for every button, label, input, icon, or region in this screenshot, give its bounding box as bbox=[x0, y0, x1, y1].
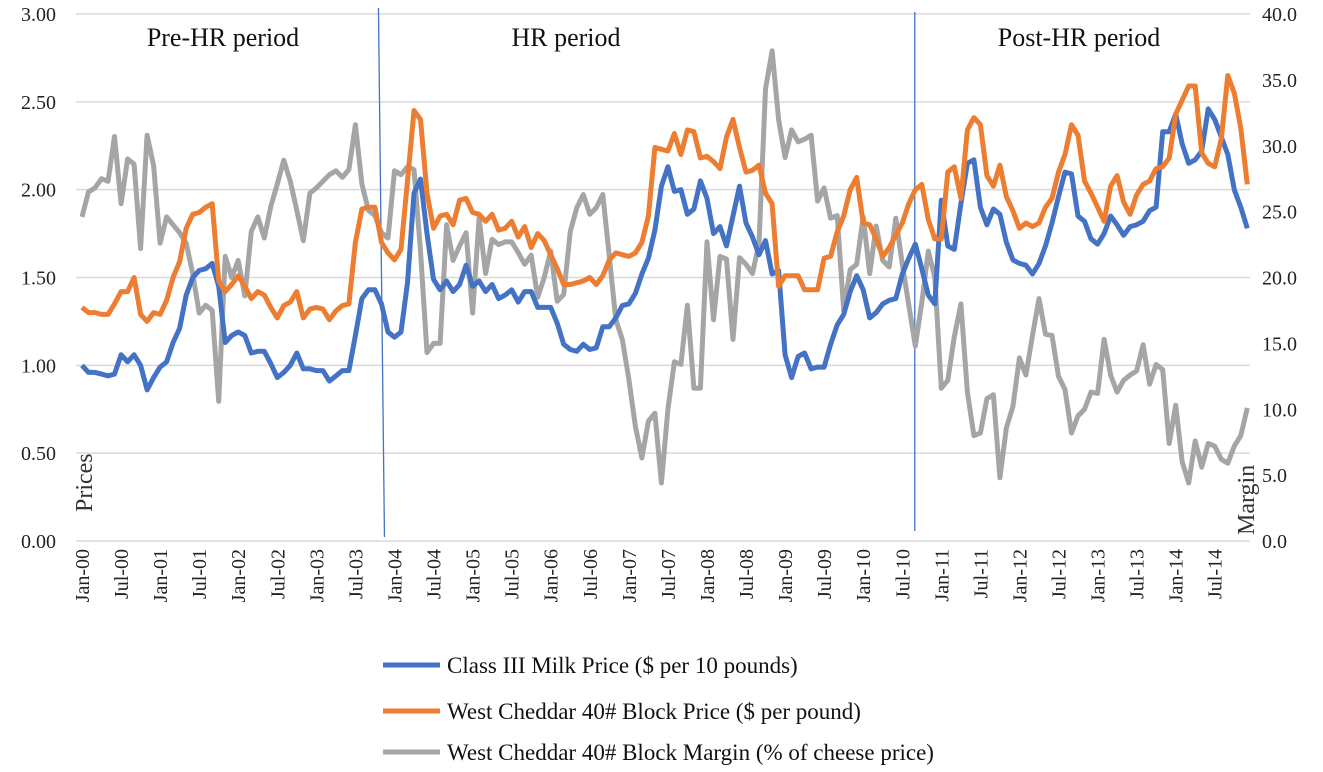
y-tick-label: 1.50 bbox=[21, 268, 56, 290]
y-tick-label: 0.50 bbox=[21, 443, 56, 465]
x-tick-label: Jul-03 bbox=[345, 549, 367, 599]
y-tick-label: 1.00 bbox=[21, 355, 56, 377]
legend: Class III Milk Price ($ per 10 pounds) We… bbox=[383, 653, 934, 765]
x-axis-ticks: Jan-00 Jul-00 Jan-01 Jul-01 Jan-02 Jul-02 Jan-… bbox=[72, 549, 1227, 602]
legend-label: Class III Milk Price ($ per 10 pounds) bbox=[447, 653, 798, 678]
y2-tick-label: 5.0 bbox=[1262, 465, 1287, 487]
x-tick-label: Jul-10 bbox=[892, 549, 914, 599]
left-axis-title: Prices bbox=[72, 453, 98, 512]
period-label: Post-HR period bbox=[998, 23, 1161, 52]
x-tick-label: Jan-07 bbox=[619, 549, 641, 602]
x-tick-label: Jul-11 bbox=[970, 549, 992, 598]
right-axis-ticks: 0.0 5.0 10.0 15.0 20.0 25.0 30.0 35.0 40.0 bbox=[1262, 4, 1297, 553]
x-tick-label: Jan-13 bbox=[1088, 549, 1110, 602]
y2-tick-label: 20.0 bbox=[1262, 268, 1297, 290]
x-tick-label: Jan-05 bbox=[463, 549, 485, 602]
period-label: Pre-HR period bbox=[147, 23, 299, 52]
y2-tick-label: 0.0 bbox=[1262, 531, 1287, 553]
x-tick-label: Jul-06 bbox=[580, 549, 602, 599]
y2-tick-label: 10.0 bbox=[1262, 399, 1297, 421]
left-axis-ticks: 0.00 0.50 1.00 1.50 2.00 2.50 3.00 bbox=[21, 4, 56, 553]
x-tick-label: Jan-09 bbox=[775, 549, 797, 602]
x-tick-label: Jul-07 bbox=[658, 549, 680, 599]
x-tick-label: Jul-08 bbox=[736, 549, 758, 599]
x-tick-label: Jan-03 bbox=[306, 549, 328, 602]
series-lines bbox=[79, 48, 1250, 486]
x-tick-label: Jan-06 bbox=[541, 549, 563, 602]
x-tick-label: Jan-02 bbox=[228, 549, 250, 602]
x-tick-label: Jul-13 bbox=[1127, 549, 1149, 599]
y-tick-label: 2.50 bbox=[21, 92, 56, 114]
x-tick-label: Jan-12 bbox=[1009, 549, 1031, 602]
y2-tick-label: 30.0 bbox=[1262, 136, 1297, 158]
x-tick-label: Jul-14 bbox=[1205, 549, 1227, 599]
x-tick-label: Jan-14 bbox=[1166, 549, 1188, 602]
legend-label: West Cheddar 40# Block Price ($ per poun… bbox=[447, 699, 861, 724]
y2-tick-label: 15.0 bbox=[1262, 333, 1297, 355]
y2-tick-label: 25.0 bbox=[1262, 202, 1297, 224]
y-tick-label: 0.00 bbox=[21, 531, 56, 553]
y-tick-label: 2.00 bbox=[21, 180, 56, 202]
x-tick-label: Jul-09 bbox=[814, 549, 836, 599]
period-labels: Pre-HR period HR period Post-HR period bbox=[147, 23, 1160, 52]
series-line-1 bbox=[80, 73, 1250, 324]
period-boundaries bbox=[377, 7, 916, 538]
period-label: HR period bbox=[511, 23, 620, 52]
x-tick-label: Jul-12 bbox=[1049, 549, 1071, 599]
series-line-0 bbox=[80, 106, 1250, 393]
x-tick-label: Jul-02 bbox=[267, 549, 289, 599]
x-tick-label: Jan-01 bbox=[150, 549, 172, 602]
y2-tick-label: 35.0 bbox=[1262, 70, 1297, 92]
x-tick-label: Jan-10 bbox=[853, 549, 875, 602]
x-tick-label: Jul-04 bbox=[424, 549, 446, 599]
x-tick-label: Jul-05 bbox=[502, 549, 524, 599]
x-tick-label: Jul-01 bbox=[189, 549, 211, 599]
x-tick-label: Jan-11 bbox=[931, 549, 953, 602]
y2-tick-label: 40.0 bbox=[1262, 4, 1297, 26]
x-tick-label: Jan-00 bbox=[72, 549, 94, 602]
y-tick-label: 3.00 bbox=[21, 4, 56, 26]
period-boundary-line bbox=[377, 7, 386, 538]
right-axis-title: Margin bbox=[1234, 465, 1260, 535]
series-line-2 bbox=[79, 48, 1250, 486]
legend-label: West Cheddar 40# Block Margin (% of chee… bbox=[447, 740, 934, 765]
x-tick-label: Jan-08 bbox=[697, 549, 719, 602]
x-tick-label: Jan-04 bbox=[384, 549, 406, 602]
x-tick-label: Jul-00 bbox=[111, 549, 133, 599]
